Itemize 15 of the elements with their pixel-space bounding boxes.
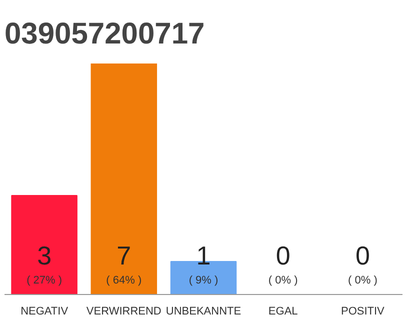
annotation: ( 27% ) (26, 274, 62, 286)
x-tick-label: NEGATIV (20, 306, 69, 318)
data-label: 3 (37, 240, 52, 270)
data-label: 0 (355, 240, 370, 270)
chart-title: 039057200717 (4, 18, 205, 50)
annotation: ( 9% ) (188, 274, 218, 286)
data-label: 7 (116, 240, 132, 270)
annotation: ( 0% ) (348, 274, 378, 286)
annotation: ( 64% ) (106, 274, 142, 286)
x-tick-label: VERWIRREND (86, 306, 162, 318)
data-label: 0 (276, 240, 290, 270)
annotation: ( 0% ) (268, 274, 298, 286)
x-tick-label: EGAL (268, 306, 298, 318)
x-tick-label: UNBEKANNTE (166, 306, 242, 318)
x-tick-label: POSITIV (341, 306, 386, 318)
